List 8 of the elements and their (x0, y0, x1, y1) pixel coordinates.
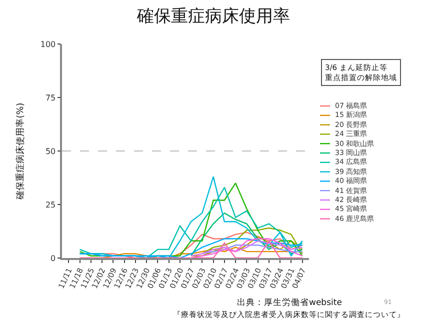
chart-title: 確保重症病床使用率 (136, 6, 290, 26)
y-tick-label: 50 (45, 146, 56, 156)
y-tick-label: 75 (45, 93, 56, 102)
y-tick-label: 100 (40, 40, 56, 49)
source-note: 出典：厚生労働省website (237, 297, 342, 308)
y-axis-title: 確保重症病床使用率(%) (15, 102, 26, 200)
y-tick-label: 25 (45, 200, 56, 210)
y-tick-label: 0 (50, 254, 56, 263)
